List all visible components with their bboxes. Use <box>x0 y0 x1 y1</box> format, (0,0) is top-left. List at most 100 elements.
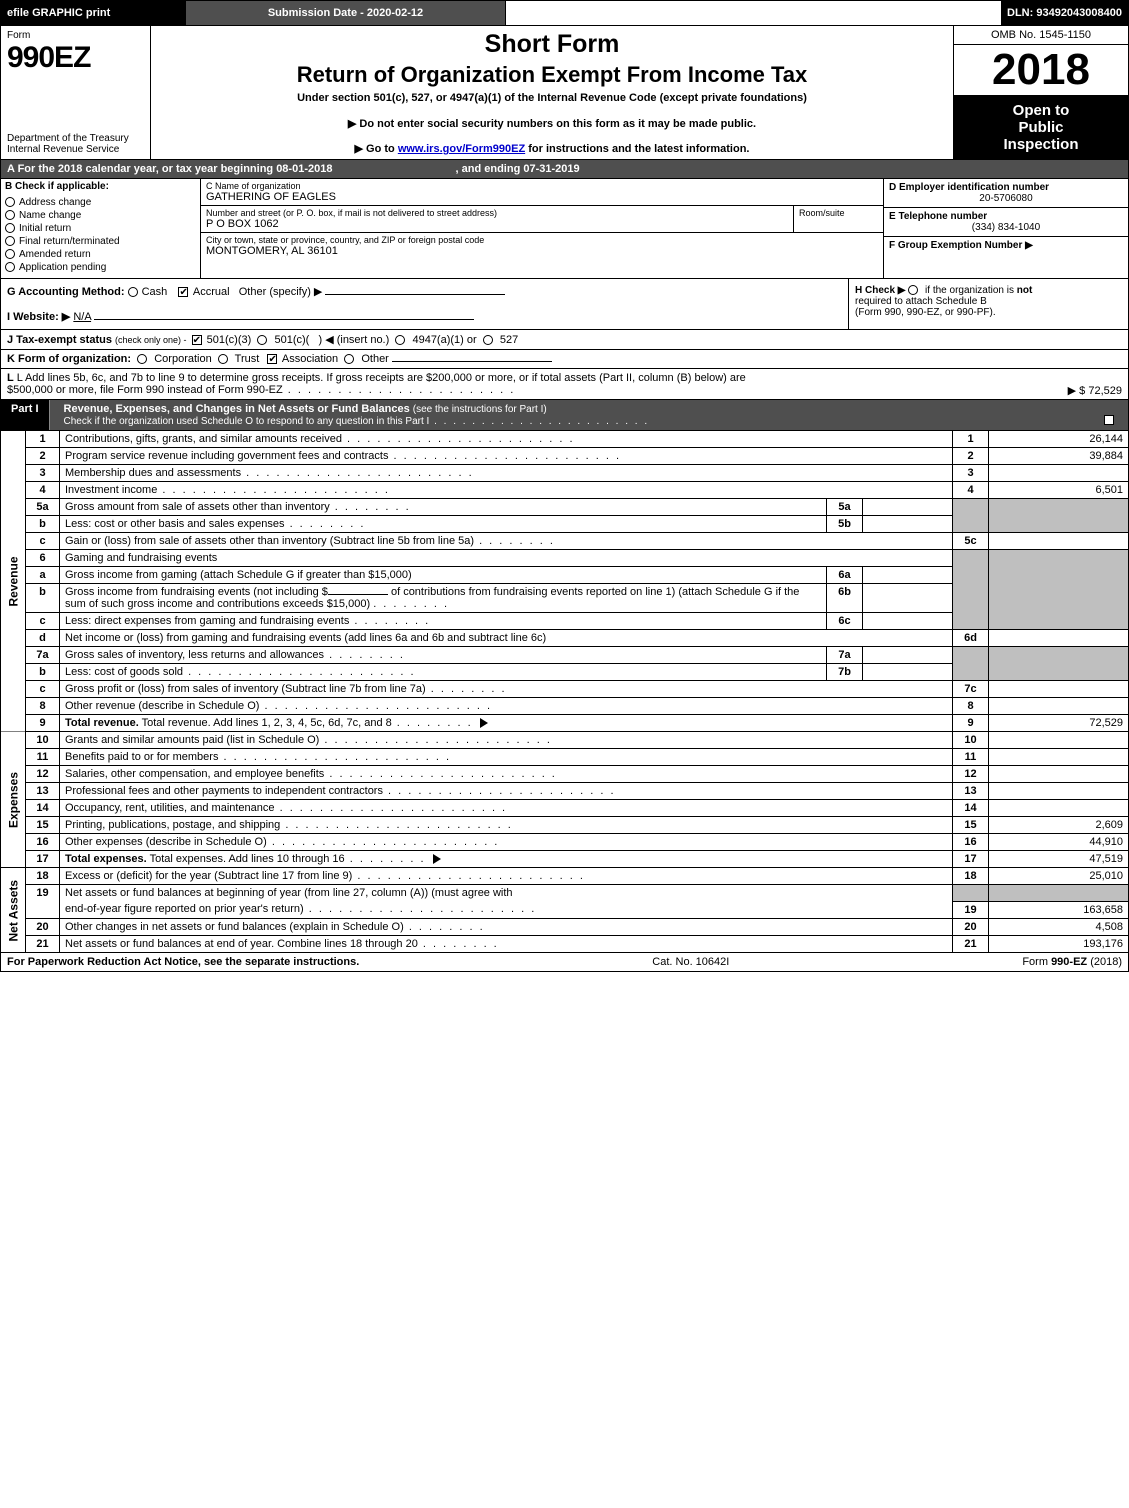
val-7-shade <box>989 647 1129 681</box>
l-line1: L Add lines 5b, 6c, and 7b to line 9 to … <box>17 372 746 384</box>
k-assoc-check[interactable] <box>267 354 277 364</box>
desc-7c: Gross profit or (loss) from sales of inv… <box>60 681 953 698</box>
part1-title: Revenue, Expenses, and Changes in Net As… <box>64 403 410 415</box>
chk-initial-return[interactable]: Initial return <box>5 222 196 235</box>
top-bar: efile GRAPHIC print Submission Date - 20… <box>0 0 1129 26</box>
public: Public <box>958 119 1124 136</box>
val-1: 26,144 <box>989 431 1129 448</box>
goto-post: for instructions and the latest informat… <box>525 143 749 155</box>
i-label: I Website: ▶ <box>7 311 70 323</box>
numlab-2: 2 <box>953 448 989 465</box>
h-line3: (Form 990, 990-EZ, or 990-PF). <box>855 307 996 318</box>
ln-18: 18 <box>26 868 60 885</box>
l-amount: ▶ $ 72,529 <box>1068 384 1122 397</box>
numlab-13: 13 <box>953 783 989 800</box>
line-16: 16 Other expenses (describe in Schedule … <box>1 834 1129 851</box>
k-trust-circle[interactable] <box>218 354 228 364</box>
row-j: J Tax-exempt status (check only one) - 5… <box>0 330 1129 350</box>
g-accrual-check[interactable] <box>178 287 188 297</box>
line-21: 21 Net assets or fund balances at end of… <box>1 935 1129 952</box>
k-other-circle[interactable] <box>344 354 354 364</box>
header-left: Form 990EZ Department of the Treasury In… <box>1 26 151 159</box>
numlab-15: 15 <box>953 817 989 834</box>
open-public-box: Open to Public Inspection <box>954 96 1128 159</box>
ln-5a: 5a <box>26 499 60 516</box>
desc-7a: Gross sales of inventory, less returns a… <box>60 647 827 664</box>
chk-app-pending[interactable]: Application pending <box>5 261 196 274</box>
line-7a: 7a Gross sales of inventory, less return… <box>1 647 1129 664</box>
form-word: Form <box>7 30 144 41</box>
form-header: Form 990EZ Department of the Treasury In… <box>0 26 1129 160</box>
chk-name-change[interactable]: Name change <box>5 209 196 222</box>
part1-schedule-o-check[interactable] <box>1104 415 1114 425</box>
desc-5a: Gross amount from sale of assets other t… <box>60 499 827 516</box>
city-value: MONTGOMERY, AL 36101 <box>206 245 878 257</box>
sublab-7a: 7a <box>827 647 863 664</box>
g-cash-circle[interactable] <box>128 287 138 297</box>
chk-final-return[interactable]: Final return/terminated <box>5 235 196 248</box>
desc-19a: Net assets or fund balances at beginning… <box>60 885 953 902</box>
side-netassets: Net Assets <box>1 868 26 953</box>
desc-14: Occupancy, rent, utilities, and maintena… <box>60 800 953 817</box>
sublab-5b: 5b <box>827 516 863 533</box>
desc-12: Salaries, other compensation, and employ… <box>60 766 953 783</box>
desc-21: Net assets or fund balances at end of ye… <box>60 935 953 952</box>
k-corp-circle[interactable] <box>137 354 147 364</box>
footer-left: For Paperwork Reduction Act Notice, see … <box>7 956 359 968</box>
val-6d <box>989 630 1129 647</box>
desc-11: Benefits paid to or for members <box>60 749 953 766</box>
desc-15: Printing, publications, postage, and shi… <box>60 817 953 834</box>
irs-link[interactable]: www.irs.gov/Form990EZ <box>398 143 525 155</box>
val-8 <box>989 698 1129 715</box>
h-check-circle[interactable] <box>908 285 918 295</box>
ln-2: 2 <box>26 448 60 465</box>
ln-8: 8 <box>26 698 60 715</box>
row-l: L L Add lines 5b, 6c, and 7b to line 9 t… <box>0 369 1129 400</box>
numlab-14: 14 <box>953 800 989 817</box>
row-gh: G Accounting Method: Cash Accrual Other … <box>0 279 1129 330</box>
addr-row: Number and street (or P. O. box, if mail… <box>201 206 883 233</box>
val-5ab-shade <box>989 499 1129 533</box>
row-g: G Accounting Method: Cash Accrual Other … <box>1 279 848 329</box>
desc-10: Grants and similar amounts paid (list in… <box>60 732 953 749</box>
line-10: Expenses 10 Grants and similar amounts p… <box>1 732 1129 749</box>
chk-address-change[interactable]: Address change <box>5 196 196 209</box>
numlab-9: 9 <box>953 715 989 732</box>
val-19-shade <box>989 885 1129 902</box>
desc-6d: Net income or (loss) from gaming and fun… <box>60 630 953 647</box>
line-19b: end-of-year figure reported on prior yea… <box>1 901 1129 918</box>
k-other-line[interactable] <box>392 361 552 362</box>
chk-amended-return[interactable]: Amended return <box>5 248 196 261</box>
dept-treasury: Department of the Treasury <box>7 133 144 144</box>
addr-value: P O BOX 1062 <box>206 218 788 230</box>
part1-box: Part I <box>1 400 50 430</box>
period-row: A For the 2018 calendar year, or tax yea… <box>0 160 1129 179</box>
submission-date: Submission Date - 2020-02-12 <box>186 1 506 25</box>
open-to: Open to <box>958 102 1124 119</box>
sublab-5a: 5a <box>827 499 863 516</box>
desc-7b: Less: cost of goods sold <box>60 664 827 681</box>
dln-label: DLN: 93492043008400 <box>1001 1 1128 25</box>
arrow-icon <box>480 718 488 728</box>
line-11: 11 Benefits paid to or for members 11 <box>1 749 1129 766</box>
line-15: 15 Printing, publications, postage, and … <box>1 817 1129 834</box>
section-b-list: Address change Name change Initial retur… <box>1 194 200 278</box>
l-line2: $500,000 or more, file Form 990 instead … <box>7 384 515 396</box>
ein-value: 20-5706080 <box>889 193 1123 204</box>
numlab-7c: 7c <box>953 681 989 698</box>
numlab-1: 1 <box>953 431 989 448</box>
line-5a: 5a Gross amount from sale of assets othe… <box>1 499 1129 516</box>
6b-amount-blank[interactable] <box>328 594 388 595</box>
g-other-input[interactable] <box>325 294 505 295</box>
section-c: C Name of organization GATHERING OF EAGL… <box>201 179 883 278</box>
efile-label[interactable]: efile GRAPHIC print <box>1 1 186 25</box>
j-4947-circle[interactable] <box>395 335 405 345</box>
website-value: N/A <box>73 311 91 323</box>
j-501c3-check[interactable] <box>192 335 202 345</box>
j-501c-circle[interactable] <box>257 335 267 345</box>
numlab-3: 3 <box>953 465 989 482</box>
val-14 <box>989 800 1129 817</box>
j-527-circle[interactable] <box>483 335 493 345</box>
subval-7b <box>863 664 953 681</box>
topbar-spacer <box>506 1 1001 25</box>
